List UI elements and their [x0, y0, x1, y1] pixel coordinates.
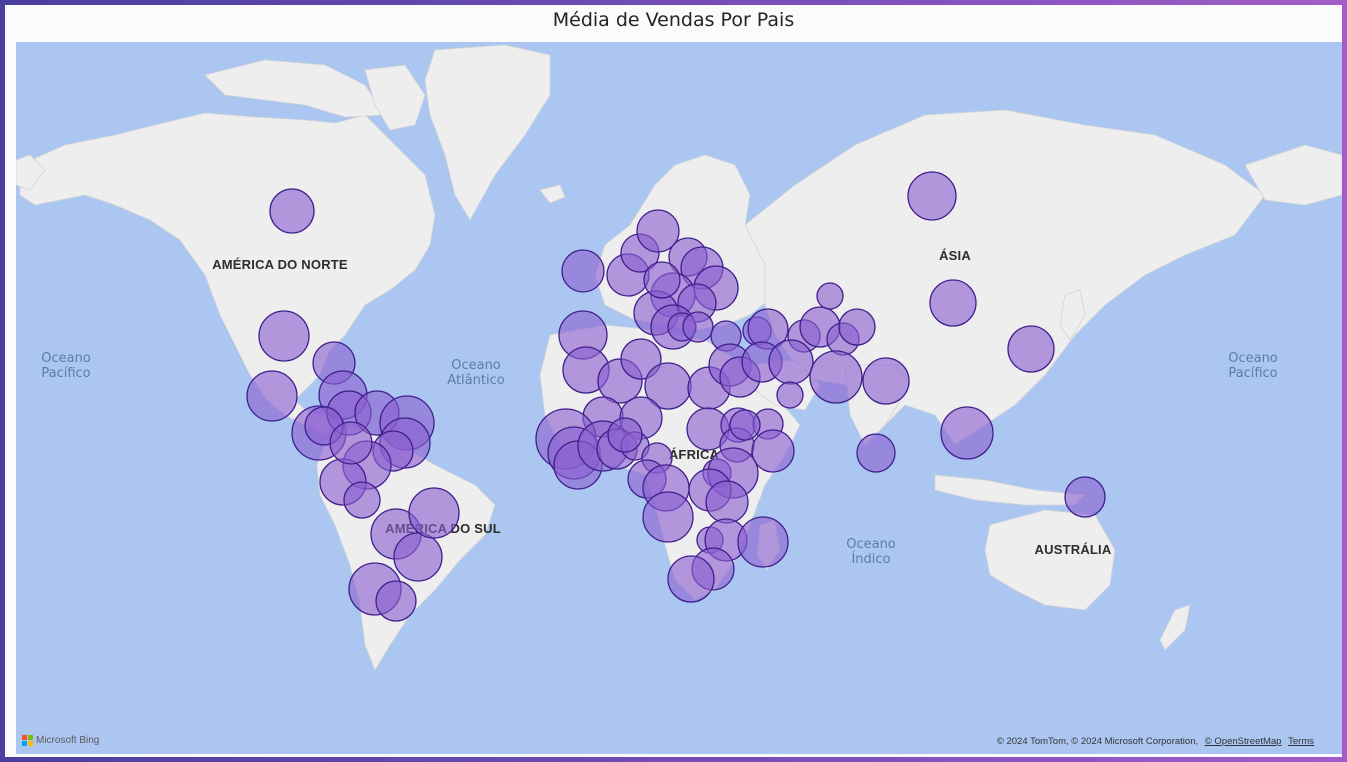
far-east-landmass — [1244, 144, 1342, 206]
country-bubble-marker[interactable] — [607, 417, 643, 453]
country-bubble-marker[interactable] — [246, 370, 298, 422]
ocean-pacific-right-line2: Pacífico — [1228, 366, 1277, 381]
country-bubble-marker[interactable] — [620, 338, 662, 380]
ocean-pacific-left-line2: Pacífico — [41, 366, 90, 381]
north-america-landmass — [19, 112, 436, 436]
iceland-landmass — [539, 184, 566, 204]
country-bubble-marker[interactable] — [667, 555, 715, 603]
map-title: Média de Vendas Por Pais — [552, 9, 795, 31]
country-bubble-marker[interactable] — [343, 481, 381, 519]
country-bubble-marker[interactable] — [776, 381, 804, 409]
terms-link[interactable]: Terms — [1288, 736, 1314, 747]
country-bubble-marker[interactable] — [329, 421, 373, 465]
ocean-atlantic-line2: Atlântico — [447, 373, 504, 388]
country-bubble-marker[interactable] — [643, 261, 681, 299]
country-bubble-marker[interactable] — [838, 308, 876, 346]
country-bubble-marker[interactable] — [729, 409, 761, 441]
country-bubble-marker[interactable] — [809, 350, 863, 404]
ocean-pacific-left-line1: Oceano — [41, 351, 91, 366]
label-north-america: AMÉRICA DO NORTE — [212, 257, 348, 272]
country-bubble-marker[interactable] — [636, 209, 680, 253]
bubble-layer[interactable] — [246, 171, 1106, 622]
indonesia-landmass — [934, 474, 1086, 506]
chukotka-left-landmass — [16, 154, 46, 191]
greenland-landmass — [424, 44, 551, 221]
country-bubble-marker[interactable] — [940, 406, 994, 460]
label-asia: ÁSIA — [939, 248, 971, 263]
country-bubble-marker[interactable] — [705, 480, 749, 524]
country-bubble-marker[interactable] — [768, 339, 814, 385]
bing-logo-text: Microsoft Bing — [36, 735, 100, 746]
microsoft-logo-icon — [22, 735, 33, 746]
country-bubble-marker[interactable] — [862, 357, 910, 405]
map-svg: AMÉRICA DO NORTE AMÉRICA DO SUL ÁFRICA Á… — [16, 44, 1342, 671]
country-bubble-marker[interactable] — [408, 487, 460, 539]
country-bubble-marker[interactable] — [561, 249, 605, 293]
visual-frame: Média de Vendas Por Pais — [5, 5, 1342, 757]
ocean-pacific-right-line1: Oceano — [1228, 351, 1278, 366]
bing-logo: Microsoft Bing — [22, 735, 99, 746]
country-bubble-marker[interactable] — [642, 491, 694, 543]
country-bubble-marker[interactable] — [751, 429, 795, 473]
australia-landmass — [984, 509, 1116, 611]
label-australia: AUSTRÁLIA — [1035, 542, 1112, 557]
country-bubble-marker[interactable] — [929, 279, 977, 327]
attribution-text: © 2024 TomTom, © 2024 Microsoft Corporat… — [996, 736, 1199, 747]
map-canvas[interactable]: AMÉRICA DO NORTE AMÉRICA DO SUL ÁFRICA Á… — [16, 42, 1342, 754]
country-bubble-marker[interactable] — [258, 310, 310, 362]
japan-landmass — [1059, 289, 1086, 341]
new-zealand-landmass — [1159, 604, 1191, 651]
openstreetmap-link[interactable]: © OpenStreetMap — [1204, 736, 1282, 747]
label-africa: ÁFRICA — [669, 447, 720, 462]
map-attribution: © 2024 TomTom, © 2024 Microsoft Corporat… — [997, 736, 1314, 747]
country-bubble-marker[interactable] — [816, 282, 844, 310]
baffin-island — [364, 64, 426, 131]
ocean-labels: Oceano Pacífico Oceano Atlântico Oceano … — [41, 351, 1278, 567]
country-bubble-marker[interactable] — [1007, 325, 1055, 373]
country-bubble-marker[interactable] — [856, 433, 896, 473]
ocean-atlantic-line1: Oceano — [451, 358, 501, 373]
country-bubble-marker[interactable] — [393, 532, 443, 582]
arctic-islands — [204, 59, 386, 118]
country-bubble-marker[interactable] — [1064, 476, 1106, 518]
country-bubble-marker[interactable] — [682, 311, 714, 343]
country-bubble-marker[interactable] — [737, 516, 789, 568]
country-bubble-marker[interactable] — [269, 188, 315, 234]
ocean-indian-line1: Oceano — [846, 537, 896, 552]
country-bubble-marker[interactable] — [375, 580, 417, 622]
ocean-indian-line2: Índico — [851, 551, 890, 567]
country-bubble-marker[interactable] — [907, 171, 957, 221]
